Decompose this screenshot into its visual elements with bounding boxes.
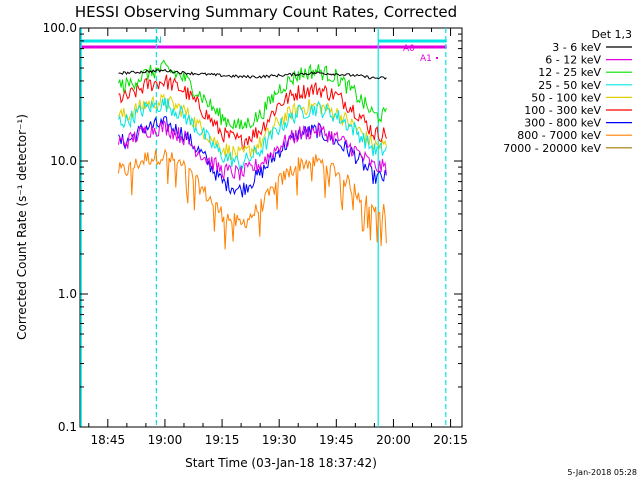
- series-line: [118, 59, 387, 130]
- legend-entry-label: 800 - 7000 keV: [517, 129, 601, 142]
- flag-label-a0: A0: [403, 44, 415, 54]
- flag-bar-a1: [436, 57, 438, 59]
- y-tick-label: 0.1: [58, 420, 77, 434]
- series-line: [118, 115, 387, 198]
- chart-title: HESSI Observing Summary Count Rates, Cor…: [75, 3, 457, 21]
- legend-entry-label: 3 - 6 keV: [552, 41, 601, 54]
- flag-bars: [80, 39, 447, 59]
- legend-entry-label: 25 - 50 keV: [538, 79, 601, 92]
- x-tick-label: 19:45: [319, 433, 354, 447]
- x-tick-label: 19:00: [148, 433, 183, 447]
- plot-area: N A0 A1: [79, 27, 463, 428]
- legend-entry-label: 7000 - 20000 keV: [503, 142, 601, 155]
- flag-label-a1: A1: [420, 54, 432, 64]
- series-line: [118, 93, 387, 160]
- x-axis: 18:45 19:00 19:15 19:30 19:45 20:00 20:15: [88, 28, 468, 447]
- plot-frame: [79, 27, 463, 428]
- y-axis-label: Corrected Count Rate (s⁻¹ detector⁻¹): [15, 114, 29, 340]
- series-line: [118, 97, 387, 171]
- x-tick-label: 19:30: [262, 433, 297, 447]
- series-line: [118, 119, 387, 181]
- legend-entry-label: 300 - 800 keV: [524, 117, 601, 130]
- series-line: [118, 68, 387, 80]
- legend-entry-label: 6 - 12 keV: [545, 54, 601, 67]
- x-tick-label: 18:45: [91, 433, 126, 447]
- series-line: [118, 74, 387, 150]
- y-axis: 0.1 1.0 10.0 100.0: [43, 21, 462, 434]
- x-tick-label: 20:00: [376, 433, 411, 447]
- flag-label-n: N: [155, 36, 162, 46]
- x-tick-label: 20:15: [433, 433, 468, 447]
- event-markers: [80, 28, 447, 427]
- legend-entry-label: 50 - 100 keV: [531, 91, 601, 104]
- legend-entry-label: 100 - 300 keV: [524, 104, 601, 117]
- x-axis-label: Start Time (03-Jan-18 18:37:42): [185, 456, 377, 470]
- y-tick-label: 1.0: [58, 287, 77, 301]
- x-tick-label: 19:15: [205, 433, 240, 447]
- series-line: [118, 148, 387, 250]
- legend-title: Det 1,3: [591, 28, 632, 41]
- y-tick-label: 10.0: [50, 154, 77, 168]
- legend-entry-label: 12 - 25 keV: [538, 66, 601, 79]
- series-lines: [118, 59, 387, 250]
- y-tick-label: 100.0: [43, 21, 77, 35]
- footer-timestamp: 5-Jan-2018 05:28: [567, 468, 637, 477]
